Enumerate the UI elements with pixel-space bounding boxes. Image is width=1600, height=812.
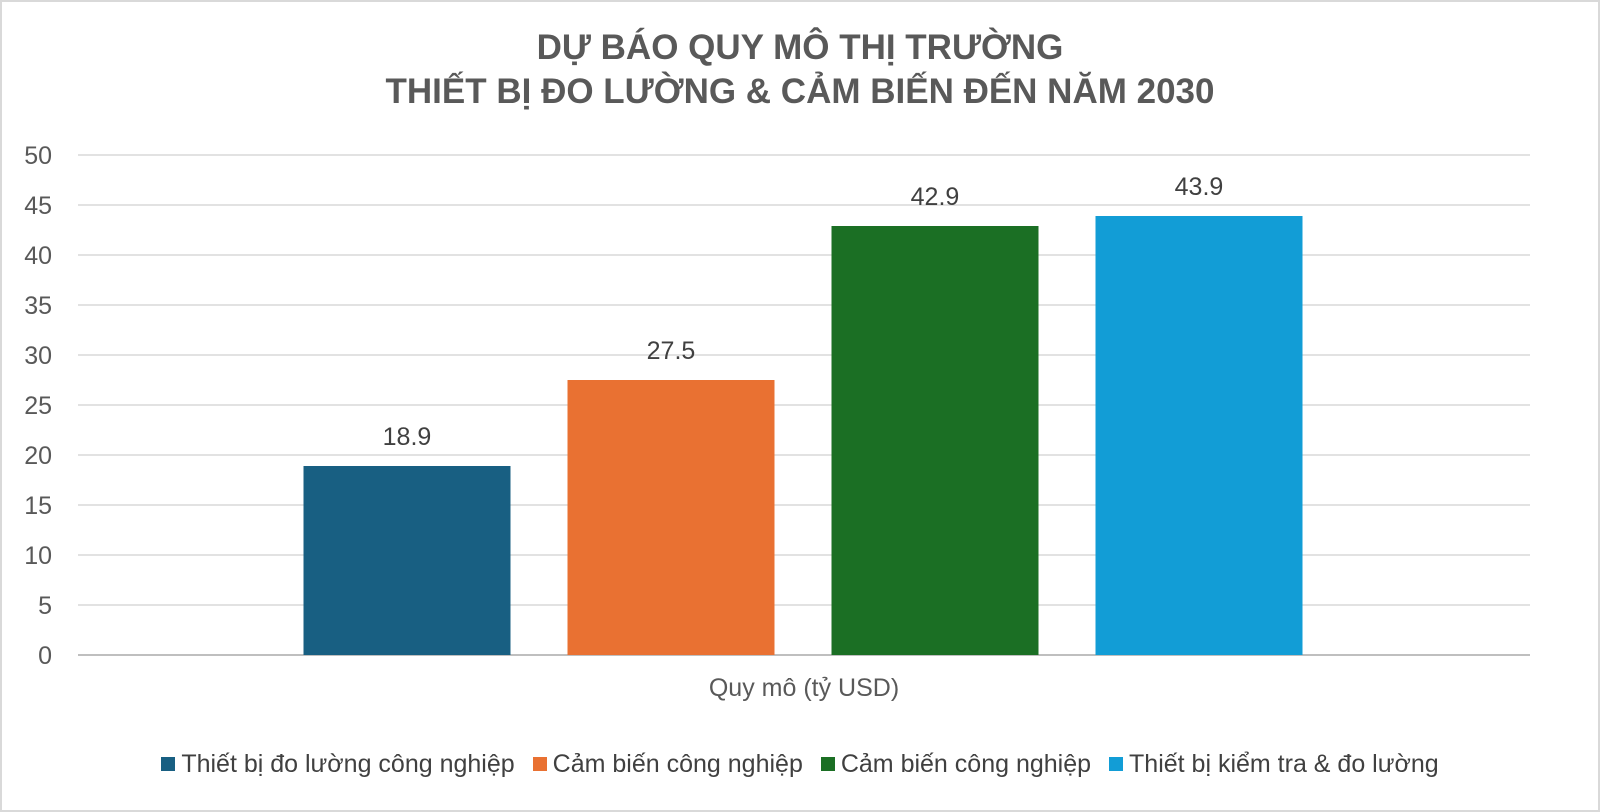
bar (303, 466, 511, 655)
legend-swatch-4 (1109, 757, 1124, 771)
data-label: 27.5 (647, 337, 696, 365)
legend-label-3: Cảm biến công nghiệp (840, 749, 1092, 778)
y-tick-label: 35 (24, 292, 52, 320)
y-tick-label: 25 (24, 392, 52, 420)
y-tick-label: 50 (24, 142, 52, 170)
legend-item-1: Thiết bị đo lường công nghiệp (161, 749, 515, 779)
legend-label-2: Cảm biến công nghiệp (552, 749, 803, 778)
legend-item-3: Cảm biến công nghiệp (820, 749, 1092, 779)
y-tick-label: 0 (38, 642, 52, 670)
data-label: 43.9 (1175, 173, 1224, 201)
legend-swatch-2 (532, 757, 547, 771)
bar (1095, 216, 1303, 655)
legend-swatch-3 (820, 757, 835, 771)
y-tick-label: 40 (24, 242, 52, 270)
data-label: 42.9 (911, 183, 960, 211)
chart-title-line-2: THIẾT BỊ ĐO LƯỜNG & CẢM BIẾN ĐẾN NĂM 203… (385, 72, 1215, 111)
bar (567, 380, 775, 655)
y-tick-label: 5 (38, 592, 52, 620)
legend-swatch-1 (161, 757, 176, 771)
x-axis-label: Quy mô (tỷ USD) (709, 674, 899, 702)
chart-title: DỰ BÁO QUY MÔ THỊ TRƯỜNG THIẾT BỊ ĐO LƯỜ… (0, 26, 1600, 114)
legend-item-4: Thiết bị kiểm tra & đo lường (1109, 750, 1439, 779)
chart-title-line-1: DỰ BÁO QUY MÔ THỊ TRƯỜNG (536, 28, 1064, 67)
legend-label-4: Thiết bị kiểm tra & đo lường (1129, 749, 1439, 778)
y-tick-label: 15 (24, 492, 52, 520)
bar (831, 226, 1039, 655)
y-tick-label: 30 (24, 342, 52, 370)
y-tick-label: 10 (24, 542, 52, 570)
y-tick-label: 20 (24, 442, 52, 470)
data-label: 18.9 (383, 423, 432, 451)
legend-label-1: Thiết bị đo lường công nghiệp (181, 749, 515, 778)
legend-item-2: Cảm biến công nghiệp (532, 749, 803, 779)
y-tick-label: 45 (24, 192, 52, 220)
chart-legend: Thiết bị đo lường công nghiệp Cảm biến c… (0, 744, 1600, 784)
